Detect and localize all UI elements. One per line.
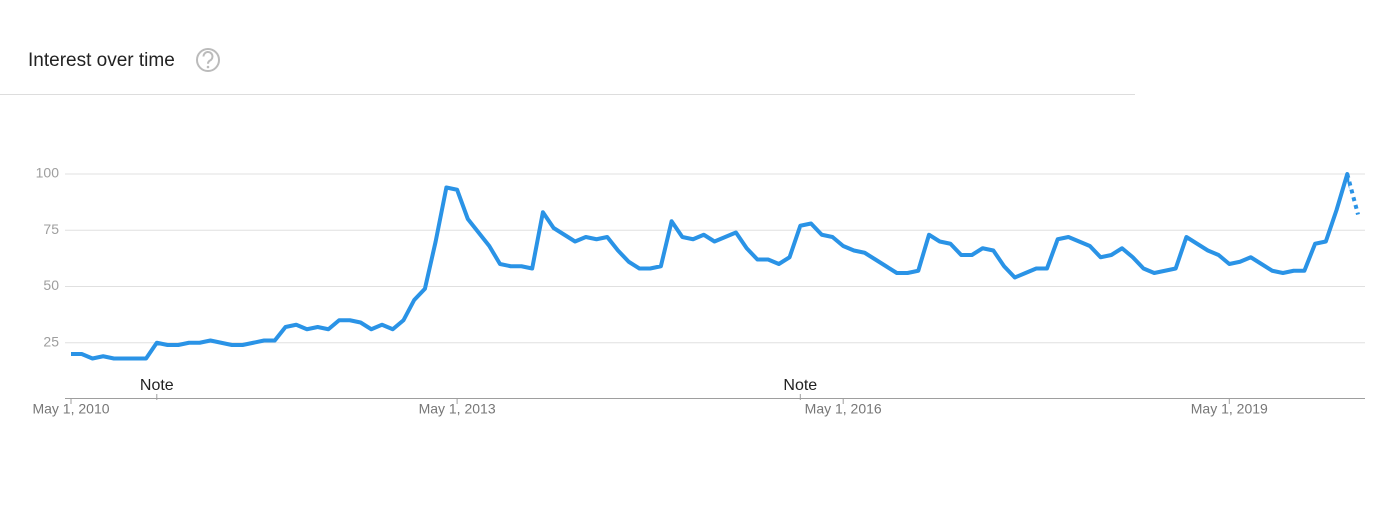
- y-tick-label: 25: [43, 333, 59, 349]
- x-tick-label: May 1, 2019: [1191, 401, 1268, 417]
- x-tick-label: May 1, 2010: [32, 401, 109, 417]
- x-tick-label: May 1, 2013: [419, 401, 496, 417]
- trend-line: [71, 172, 1350, 361]
- note-label: Note: [783, 377, 817, 394]
- y-tick-label: 100: [36, 165, 60, 181]
- y-tick-label: 50: [43, 277, 59, 293]
- help-icon[interactable]: [196, 48, 220, 72]
- card-title: Interest over time: [28, 50, 175, 71]
- y-tick-label: 75: [43, 221, 59, 237]
- note-label: Note: [140, 377, 174, 394]
- x-tick-label: May 1, 2016: [805, 401, 882, 417]
- partial-segment: [1345, 173, 1360, 216]
